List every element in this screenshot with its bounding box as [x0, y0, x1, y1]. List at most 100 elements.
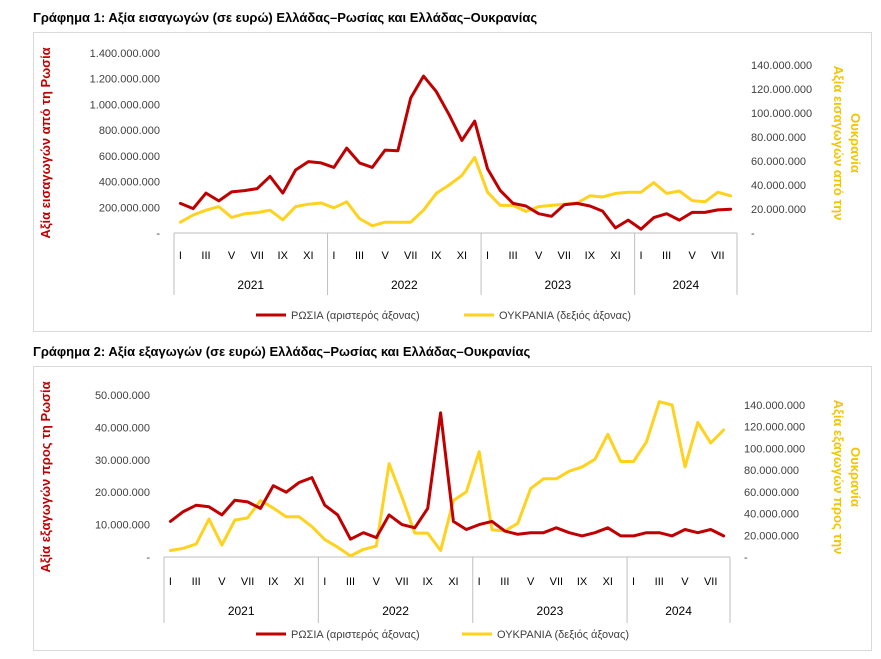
- y-left-tick-label: 400.000.000: [99, 177, 160, 189]
- x-month-tick-label: IX: [423, 576, 434, 588]
- chart1-title: Γράφημα 1: Αξία εισαγωγών (σε ευρώ) Ελλά…: [33, 10, 538, 25]
- x-month-tick-label: V: [381, 250, 389, 262]
- x-month-tick-label: I: [169, 576, 172, 588]
- x-month-tick-label: VII: [711, 250, 724, 262]
- x-month-tick-label: VII: [241, 576, 254, 588]
- x-year-label: 2021: [228, 604, 255, 618]
- y-right-tick-label: 40.000.000: [751, 180, 806, 192]
- legend-ukraine-label: ΟΥΚΡΑΝΙΑ (δεξιός άξονας): [499, 310, 631, 322]
- x-year-label: 2023: [537, 604, 564, 618]
- y-right-tick-label: 100.000.000: [751, 108, 812, 120]
- x-month-tick-label: I: [632, 576, 635, 588]
- y-right-tick-label: 80.000.000: [744, 465, 799, 477]
- y-right-tick-label: 60.000.000: [751, 156, 806, 168]
- y-left-tick-label: 600.000.000: [99, 151, 160, 163]
- chart1-svg: - 200.000.000 400.000.000 600.000.000 800.00…: [38, 47, 863, 322]
- x-month-tick-label: VII: [558, 250, 571, 262]
- x-month-tick-label: I: [486, 250, 489, 262]
- y-right-tick-label: 40.000.000: [744, 509, 799, 521]
- x-month-tick-label: XI: [448, 576, 458, 588]
- chart2-svg: - 10.000.000 20.000.000 30.000.000 40.000.00…: [38, 381, 863, 641]
- chart2-panel: - 10.000.000 20.000.000 30.000.000 40.000.00…: [33, 366, 872, 651]
- y-right-tick-label: 100.000.000: [744, 443, 805, 455]
- x-month-tick-label: XI: [610, 250, 620, 262]
- x-month-tick-label: V: [681, 576, 689, 588]
- x-month-tick-label: XI: [603, 576, 613, 588]
- y-right-axis-title: Ουκρανία: [848, 447, 863, 507]
- chart2-title: Γράφημα 2: Αξία εξαγωγών (σε ευρώ) Ελλάδ…: [33, 344, 531, 359]
- x-month-tick-label: VII: [395, 576, 408, 588]
- y-left-tick-label: 30.000.000: [95, 455, 150, 467]
- y-left-tick-label: 1.400.000.000: [90, 48, 160, 60]
- x-month-tick-label: I: [478, 576, 481, 588]
- y-right-axis-title: Αξία εξαγωγών προς την: [831, 400, 846, 555]
- ukraine-series-line: [178, 155, 733, 228]
- x-year-label: 2024: [672, 278, 699, 292]
- y-left-tick-label: 10.000.000: [95, 520, 150, 532]
- y-left-tick-label: 1.000.000.000: [90, 99, 160, 111]
- x-month-tick-label: IX: [431, 250, 442, 262]
- x-month-tick-label: V: [527, 576, 535, 588]
- x-month-tick-label: XI: [303, 250, 313, 262]
- x-month-tick-label: III: [201, 250, 210, 262]
- x-month-tick-label: XI: [457, 250, 467, 262]
- y-right-tick-label: 120.000.000: [751, 84, 812, 96]
- y-right-axis-title: Αξία εισαγωγών από την: [831, 66, 846, 221]
- y-right-tick-label: 80.000.000: [751, 132, 806, 144]
- y-right-tick-label: -: [744, 552, 748, 564]
- x-year-label: 2022: [382, 604, 409, 618]
- y-left-tick-label: -: [156, 228, 160, 240]
- chart1-panel: - 200.000.000 400.000.000 600.000.000 800.00…: [33, 32, 872, 332]
- x-month-tick-label: III: [500, 576, 509, 588]
- russia-series-line: [168, 411, 726, 541]
- x-year-label: 2021: [237, 278, 264, 292]
- x-month-tick-label: IX: [585, 250, 596, 262]
- legend-ukraine-label: ΟΥΚΡΑΝΙΑ (δεξιός άξονας): [497, 629, 629, 641]
- x-month-tick-label: III: [655, 576, 664, 588]
- legend-russia-label: ΡΩΣΙΑ (αριστερός άξονας): [291, 310, 420, 322]
- x-month-tick-label: IX: [278, 250, 289, 262]
- y-left-tick-label: -: [146, 552, 150, 564]
- x-month-tick-label: V: [218, 576, 226, 588]
- y-left-axis-title: Αξία εισαγωγών από τη Ρωσία: [38, 47, 53, 238]
- x-year-label: 2024: [665, 604, 692, 618]
- y-right-tick-label: 60.000.000: [744, 487, 799, 499]
- x-month-tick-label: V: [228, 250, 236, 262]
- x-month-tick-label: III: [662, 250, 671, 262]
- y-right-tick-label: 140.000.000: [744, 400, 805, 412]
- x-month-tick-label: IX: [268, 576, 279, 588]
- x-month-tick-label: III: [192, 576, 201, 588]
- y-left-tick-label: 40.000.000: [95, 422, 150, 434]
- x-month-tick-label: III: [355, 250, 364, 262]
- y-left-tick-label: 20.000.000: [95, 487, 150, 499]
- x-month-tick-label: VII: [550, 576, 563, 588]
- y-left-tick-label: 50.000.000: [95, 390, 150, 402]
- x-month-tick-label: I: [323, 576, 326, 588]
- y-right-tick-label: -: [751, 228, 755, 240]
- x-year-label: 2023: [545, 278, 572, 292]
- x-month-tick-label: III: [346, 576, 355, 588]
- x-month-tick-label: IX: [577, 576, 588, 588]
- x-month-tick-label: XI: [294, 576, 304, 588]
- x-month-tick-label: VII: [704, 576, 717, 588]
- x-month-tick-label: I: [640, 250, 643, 262]
- russia-series-line: [178, 74, 733, 231]
- x-year-label: 2022: [391, 278, 418, 292]
- y-right-tick-label: 20.000.000: [744, 530, 799, 542]
- x-month-tick-label: V: [689, 250, 697, 262]
- y-right-tick-label: 140.000.000: [751, 60, 812, 72]
- x-month-tick-label: VII: [250, 250, 263, 262]
- y-left-tick-label: 1.200.000.000: [90, 74, 160, 86]
- y-left-tick-label: 200.000.000: [99, 202, 160, 214]
- y-right-axis-title: Ουκρανία: [848, 113, 863, 173]
- y-left-tick-label: 800.000.000: [99, 125, 160, 137]
- x-month-tick-label: I: [332, 250, 335, 262]
- x-month-tick-label: V: [535, 250, 543, 262]
- x-month-tick-label: V: [373, 576, 381, 588]
- x-month-tick-label: III: [508, 250, 517, 262]
- x-month-tick-label: I: [179, 250, 182, 262]
- y-right-tick-label: 20.000.000: [751, 204, 806, 216]
- y-right-tick-label: 120.000.000: [744, 422, 805, 434]
- y-left-axis-title: Αξία εξαγωγών προς τη Ρωσία: [38, 381, 53, 572]
- x-month-tick-label: VII: [404, 250, 417, 262]
